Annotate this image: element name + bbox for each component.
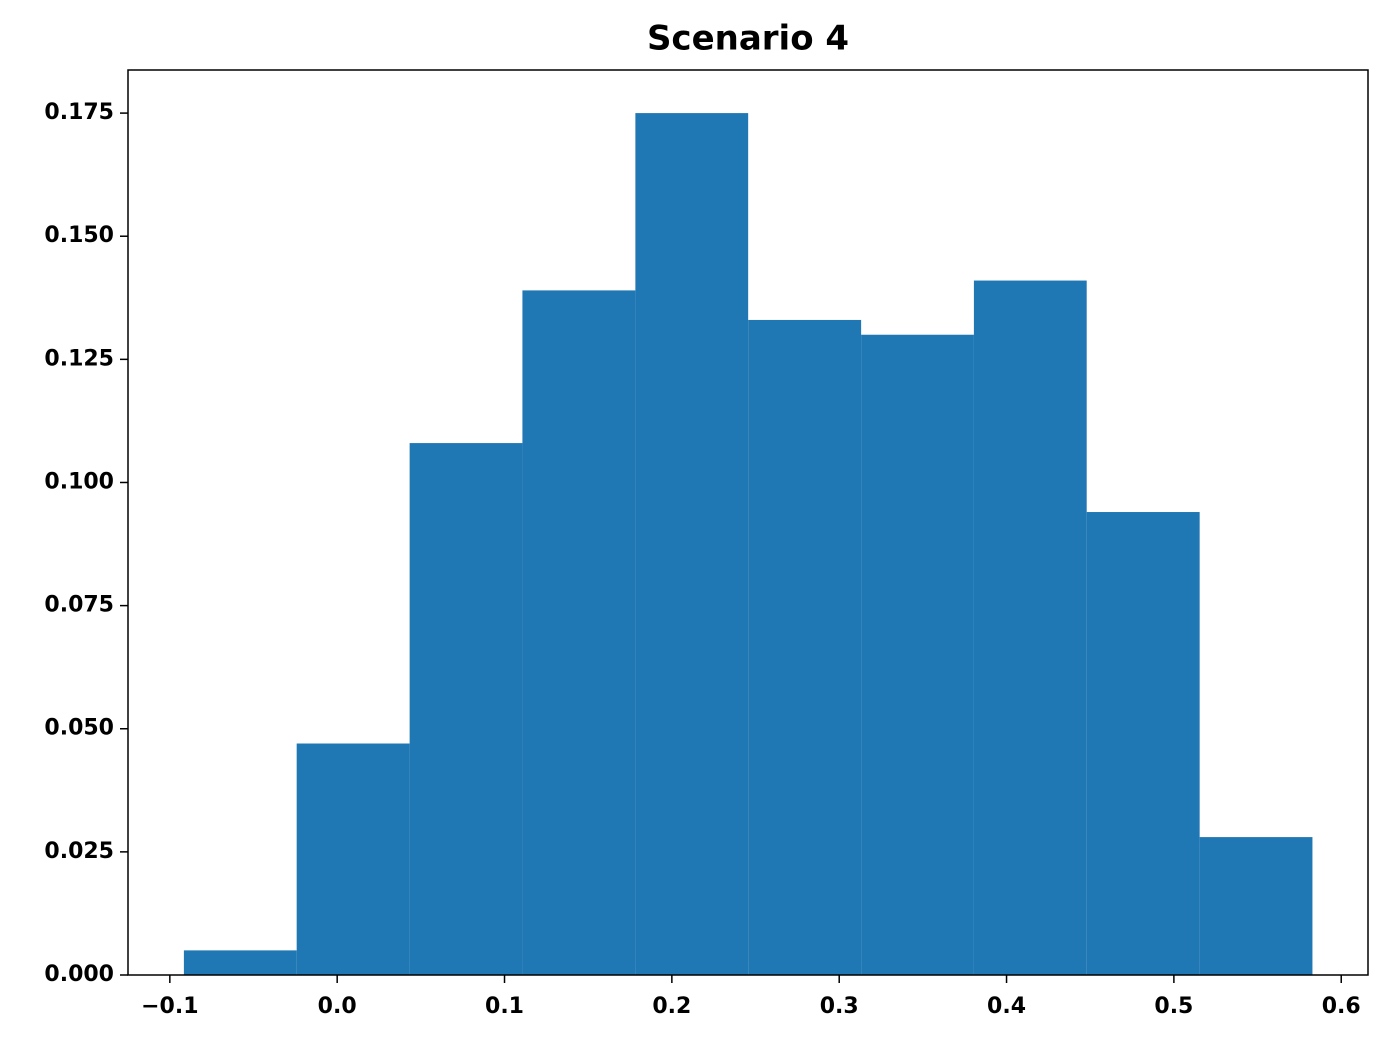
y-tick-label: 0.025	[44, 839, 114, 864]
bar	[1086, 512, 1200, 975]
bar	[973, 280, 1087, 975]
bar	[635, 113, 749, 976]
bar	[748, 319, 862, 975]
bar	[409, 443, 523, 975]
y-tick-label: 0.175	[44, 100, 114, 125]
bar	[183, 950, 297, 975]
x-tick-label: −0.1	[141, 994, 198, 1019]
x-tick-label: 0.0	[318, 994, 357, 1019]
y-tick-label: 0.150	[44, 223, 114, 248]
bar	[296, 743, 410, 975]
y-tick-label: 0.075	[44, 593, 114, 618]
x-tick-label: 0.1	[485, 994, 524, 1019]
x-tick-label: 0.5	[1154, 994, 1193, 1019]
bar	[861, 334, 974, 975]
x-tick-label: 0.6	[1322, 994, 1361, 1019]
x-tick-label: 0.4	[987, 994, 1026, 1019]
plot-frame	[127, 69, 1369, 976]
bar	[1199, 837, 1313, 975]
y-tick-label: 0.100	[44, 469, 114, 494]
y-tick-label: 0.125	[44, 346, 114, 371]
y-tick-label: 0.050	[44, 716, 114, 741]
bar	[522, 290, 636, 975]
chart-title: Scenario 4	[647, 19, 849, 59]
x-tick-label: 0.3	[820, 994, 859, 1019]
x-tick-label: 0.2	[652, 994, 691, 1019]
y-tick-label: 0.000	[44, 962, 114, 987]
